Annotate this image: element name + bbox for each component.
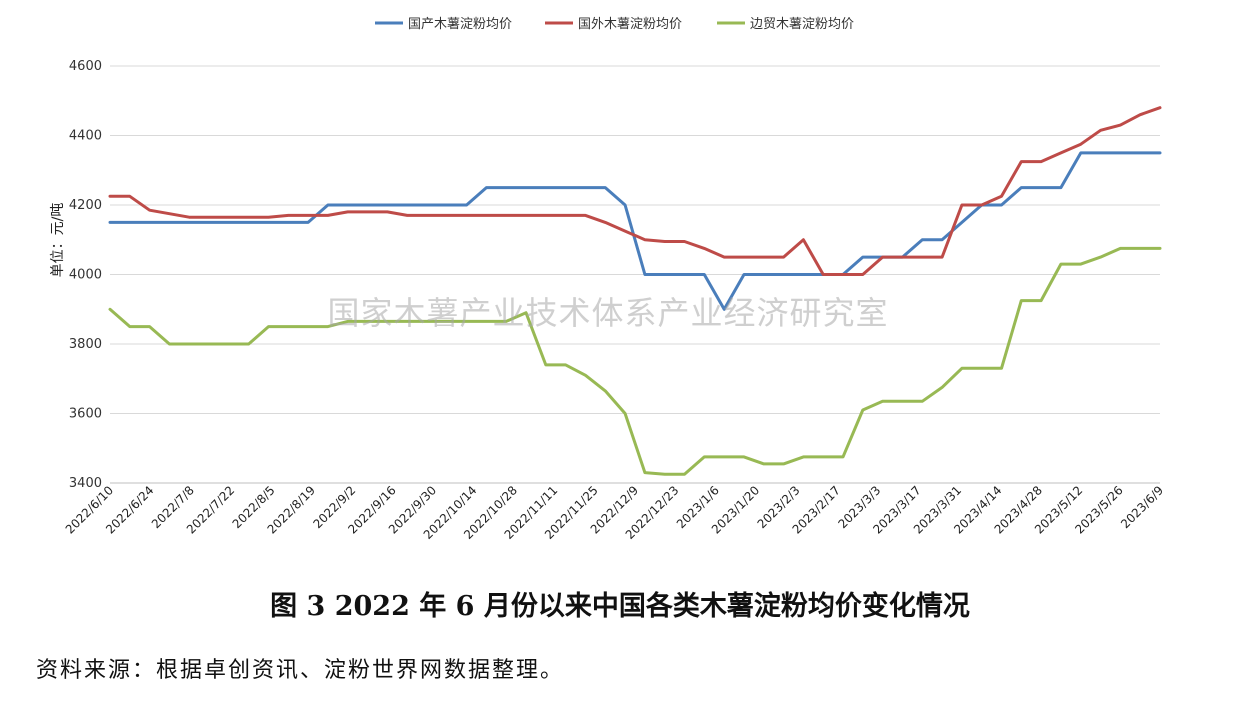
legend-label-1: 国产木薯淀粉均价 [408,17,512,32]
y-tick-label: 4200 [69,198,102,213]
y-tick-label: 3400 [69,476,102,491]
series-line-2 [108,106,1162,276]
series-line-1 [108,151,1162,311]
figure-caption: 图 3 2022 年 6 月份以来中国各类木薯淀粉均价变化情况 [270,591,970,622]
y-axis-label-text: 单位：元/吨 [50,203,66,278]
x-tick-label: 2023/6/9 [1118,483,1166,531]
y-axis-tick-labels: 3400 3600 3800 4000 4200 4400 4600 [69,59,102,491]
line-chart: 3400 3600 3800 4000 4200 4400 4600 2022/6/1020… [50,17,1166,542]
series-lines [108,106,1162,476]
watermark-text: 国家木薯产业技术体系产业经济研究室 [327,294,888,332]
legend-label-3: 边贸木薯淀粉均价 [750,17,854,32]
y-tick-label: 4400 [69,129,102,144]
legend: 国产木薯淀粉均价 国外木薯淀粉均价 边贸木薯淀粉均价 [375,17,854,32]
y-tick-label: 3800 [69,337,102,352]
y-tick-label: 3600 [69,407,102,422]
y-tick-label: 4600 [69,59,102,74]
legend-label-2: 国外木薯淀粉均价 [578,17,682,32]
x-axis-tick-labels: 2022/6/102022/6/242022/7/82022/7/222022/… [63,483,1166,542]
series-line-3 [108,246,1162,476]
gridlines [110,65,1160,484]
y-tick-label: 4000 [69,268,102,283]
source-note: 资料来源：根据卓创资讯、淀粉世界网数据整理。 [36,658,565,683]
y-axis-label: 单位：元/吨 [50,203,66,278]
